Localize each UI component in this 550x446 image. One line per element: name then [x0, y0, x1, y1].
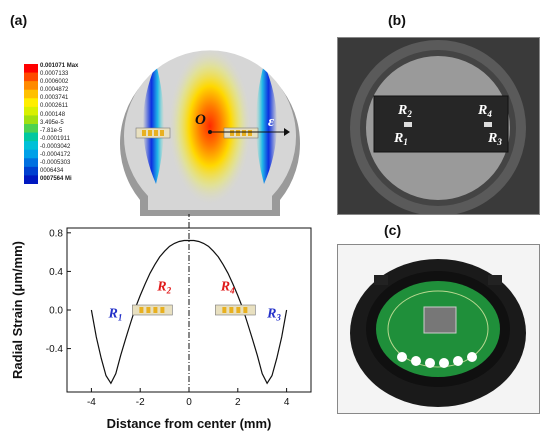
- legend-swatch: [24, 115, 38, 125]
- legend-swatch: [24, 175, 38, 185]
- legend-swatch: [24, 132, 38, 142]
- clip-right: [488, 275, 502, 285]
- x-axis-label: Distance from center (mm): [107, 416, 272, 431]
- color-legend-labels: 0.001071 Max 0.0007133 0.0006002 0.0004872 0…: [40, 62, 110, 183]
- panel-label-a: (a): [10, 12, 28, 28]
- y-tick-label: -0.4: [46, 344, 64, 355]
- x-tick-label: 0: [186, 397, 192, 408]
- legend-swatch: [24, 72, 38, 82]
- gauge-annotation: R3: [266, 307, 281, 323]
- origin-label: O: [195, 112, 206, 128]
- legend-value: 0.0006002: [40, 79, 69, 86]
- legend-value: -0.0005303: [40, 160, 71, 167]
- legend-value: 0.0003741: [40, 95, 69, 102]
- chart-ticks: -4 -2 0 2 4 -0.4 0.0 0.4 0.8: [46, 228, 290, 408]
- legend-swatch: [24, 141, 38, 151]
- gauge-r2-pad: [404, 122, 412, 127]
- chart-gauge: [132, 304, 173, 316]
- legend-value: -0.0003042: [40, 143, 71, 150]
- color-legend-bar: [24, 64, 38, 185]
- legend-value: 0.0002611: [40, 103, 68, 110]
- compressive-zone-right: [256, 64, 277, 184]
- photo-b-labels: R2 R4 R1 R3: [393, 103, 502, 147]
- clip-left: [374, 275, 388, 285]
- photo-gauge-label: R2: [397, 103, 412, 119]
- legend-swatch: [24, 158, 38, 168]
- gauge-annotation: R2: [156, 280, 171, 296]
- legend-swatch: [24, 81, 38, 91]
- fea-disk: O ε: [120, 50, 300, 216]
- legend-value: 0.001071 Max: [40, 63, 79, 69]
- x-tick-label: -2: [136, 397, 145, 408]
- panel-label-c: (c): [384, 222, 402, 238]
- strain-chart: -4 -2 0 2 4 -0.4 0.0 0.4 0.8 R1 R2 R3 R4 Radial Str…: [10, 214, 312, 431]
- strain-label: ε: [268, 114, 275, 130]
- origin-dot: [208, 130, 212, 134]
- panel-label-b: (b): [388, 12, 406, 28]
- photo-assembled-sensor: [337, 244, 540, 414]
- gauge-annotation: R4: [220, 280, 235, 296]
- legend-value: -0.0001911: [40, 135, 70, 142]
- gauge-annotation: R1: [107, 307, 122, 323]
- legend-value: 0.0004872: [40, 87, 69, 94]
- legend-swatch: [24, 64, 38, 74]
- chart-gauges: [132, 304, 256, 316]
- chart-annotations: R1 R2 R3 R4: [107, 280, 281, 323]
- photo-gauge-label: R1: [393, 131, 408, 147]
- legend-swatch: [24, 124, 38, 134]
- legend-value: -0.0004172: [40, 152, 71, 159]
- legend-value: 0006434: [40, 168, 64, 175]
- strain-arrowhead: [284, 128, 290, 136]
- gauge-r4-pad: [484, 122, 492, 127]
- legend-value: 0007564 Mi: [40, 176, 72, 183]
- legend-swatch: [24, 89, 38, 99]
- pcb-trace: [387, 290, 489, 368]
- legend-swatch: [24, 98, 38, 108]
- strain-curve: [90, 239, 288, 385]
- legend-value: 3.495e-5: [40, 119, 64, 126]
- sensor-chip: [423, 306, 457, 334]
- photo-gauge-label: R4: [477, 103, 492, 119]
- legend-value: 0.0007133: [40, 71, 69, 78]
- legend-swatches: [24, 64, 38, 185]
- photo-gauge-label: R3: [487, 131, 502, 147]
- y-tick-label: 0.4: [49, 267, 63, 278]
- legend-value: 0.000148: [40, 111, 66, 118]
- solder-pads: [397, 352, 477, 368]
- chart-gauge: [215, 304, 256, 316]
- legend-swatch: [24, 166, 38, 176]
- y-tick-label: 0.8: [49, 228, 63, 239]
- tensile-zone: [168, 50, 252, 206]
- gauge-left: [135, 127, 171, 139]
- compressive-zone-left: [143, 64, 164, 184]
- legend-value: -7.81e-5: [40, 127, 63, 134]
- x-tick-label: -4: [87, 397, 96, 408]
- photo-sensor-chip: R2 R4 R1 R3: [337, 37, 540, 215]
- legend-swatch: [24, 149, 38, 159]
- x-tick-label: 4: [284, 397, 290, 408]
- legend-swatch: [24, 106, 38, 116]
- y-axis-label: Radial Strain (μm/mm): [10, 241, 25, 379]
- gauge-right: [223, 127, 259, 139]
- x-tick-label: 2: [235, 397, 241, 408]
- y-tick-label: 0.0: [49, 306, 63, 317]
